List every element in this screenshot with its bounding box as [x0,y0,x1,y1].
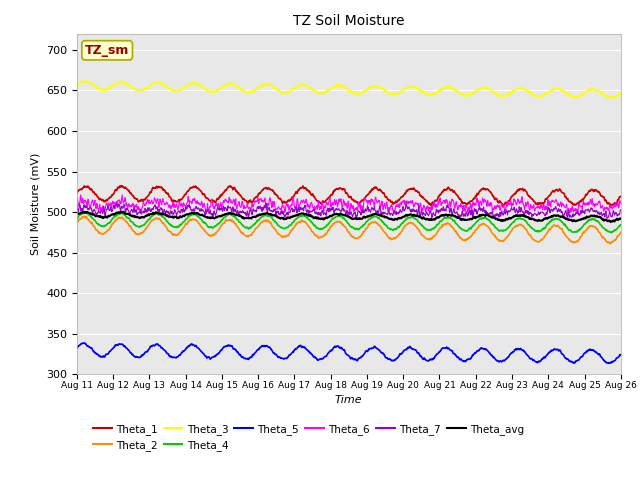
Line: Theta_6: Theta_6 [77,195,621,214]
Theta_5 [73,346,81,351]
Theta_4 [82,209,90,215]
Line: Theta_7: Theta_7 [77,203,621,219]
Theta_5 [605,360,612,366]
Theta_avg [383,214,390,220]
Theta_1 [115,185,123,191]
Theta_3 [617,91,625,97]
Theta_7 [353,216,360,222]
Theta_1 [118,183,126,189]
Theta_1 [617,194,625,200]
Line: Theta_avg: Theta_avg [77,212,621,222]
X-axis label: Time: Time [335,395,363,405]
Theta_6 [617,200,625,206]
Line: Theta_3: Theta_3 [77,82,621,97]
Theta_5 [115,341,123,347]
Theta_6 [138,211,145,216]
Theta_5 [383,355,390,361]
Theta_avg [617,216,625,222]
Theta_2 [325,227,333,232]
Theta_avg [138,215,145,220]
Theta_3 [304,84,312,89]
Theta_1 [383,194,390,200]
Theta_2 [383,232,390,238]
Theta_3 [80,79,88,84]
Theta_3 [73,83,81,89]
Theta_4 [115,211,123,217]
Line: Theta_5: Theta_5 [77,343,621,363]
Theta_avg [118,209,125,215]
Theta_5 [304,348,312,354]
Theta_avg [304,213,312,218]
Theta_6 [115,197,123,203]
Theta_7 [262,200,270,206]
Theta_4 [316,226,323,232]
Theta_1 [316,199,323,205]
Text: TZ_sm: TZ_sm [85,44,129,57]
Theta_avg [316,216,323,221]
Legend: Theta_1, Theta_2, Theta_3, Theta_4, Theta_5, Theta_6, Theta_7, Theta_avg: Theta_1, Theta_2, Theta_3, Theta_4, Thet… [93,424,524,451]
Line: Theta_2: Theta_2 [77,216,621,244]
Theta_3 [383,89,390,95]
Theta_7 [304,207,312,213]
Theta_1 [138,197,145,203]
Theta_5 [81,340,88,346]
Theta_7 [115,201,123,207]
Theta_7 [325,208,333,214]
Theta_6 [202,211,210,216]
Theta_4 [325,220,333,226]
Theta_1 [427,203,435,208]
Theta_4 [383,223,390,228]
Theta_6 [73,195,81,201]
Theta_4 [617,222,625,228]
Theta_7 [73,203,81,208]
Theta_5 [316,356,323,362]
Theta_3 [609,95,617,100]
Theta_7 [316,212,323,217]
Theta_6 [326,196,333,202]
Title: TZ Soil Moisture: TZ Soil Moisture [293,14,404,28]
Theta_7 [617,207,625,213]
Theta_1 [304,187,312,193]
Line: Theta_1: Theta_1 [77,186,621,205]
Theta_avg [607,219,614,225]
Theta_avg [115,210,123,216]
Theta_4 [138,223,145,228]
Theta_4 [304,216,312,221]
Theta_2 [316,235,323,240]
Theta_5 [325,349,333,355]
Theta_2 [115,215,123,221]
Theta_1 [325,194,333,200]
Theta_4 [73,216,81,222]
Theta_6 [316,207,323,213]
Theta_6 [383,200,391,206]
Theta_2 [138,230,145,236]
Theta_3 [325,87,333,93]
Theta_2 [73,219,81,225]
Theta_2 [617,229,625,235]
Theta_5 [138,353,145,359]
Theta_2 [606,241,614,247]
Theta_2 [80,213,88,219]
Line: Theta_4: Theta_4 [77,212,621,233]
Theta_avg [73,210,81,216]
Theta_7 [383,212,391,217]
Theta_4 [608,230,616,236]
Y-axis label: Soil Moisture (mV): Soil Moisture (mV) [30,153,40,255]
Theta_5 [617,352,625,358]
Theta_3 [316,90,323,96]
Theta_avg [325,214,333,220]
Theta_1 [73,190,81,196]
Theta_3 [138,87,145,93]
Theta_2 [304,222,312,228]
Theta_6 [118,192,126,198]
Theta_7 [137,209,145,215]
Theta_3 [115,80,123,85]
Theta_6 [305,202,312,208]
